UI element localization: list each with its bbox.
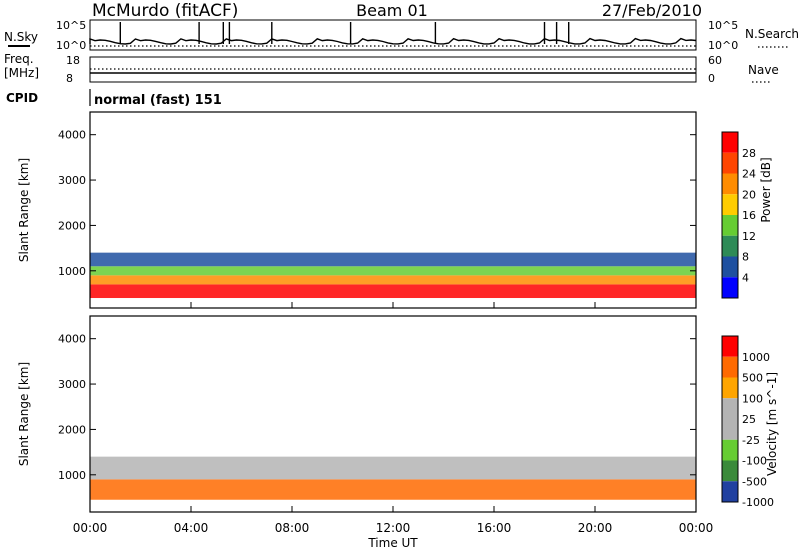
velocity-ylabel: Slant Range [km] [17,362,31,466]
colorbar-swatch [722,439,738,461]
power-ylabel: Slant Range [km] [17,158,31,262]
ytick-label: 1000 [58,265,86,278]
xtick-label: 12:00 [376,521,411,535]
colorbar-frame [721,131,739,299]
xtick-label: 20:00 [578,521,613,535]
colorbar-swatch [722,481,738,502]
colorbar-tick: -25 [742,434,760,447]
nsearch-tick-low: 10^0 [708,39,738,52]
colorbar-tick: 20 [742,188,756,201]
nsearch-tick-high: 10^5 [708,19,738,32]
nave-tick-low: 0 [708,72,715,85]
power-band-2 [90,266,696,276]
cpid-label: CPID [6,91,38,105]
ytick-label: 1000 [58,469,86,482]
nsky-spikes [119,22,570,44]
cpid-panel: CPID normal (fast) 151 [6,89,222,108]
ytick-label: 3000 [58,378,86,391]
velocity-band-0 [90,479,696,500]
nave-label: Nave [748,63,779,77]
beam-title: Beam 01 [356,1,428,20]
ytick-label: 2000 [58,219,86,232]
nsearch-label: N.Search [745,27,799,41]
nsky-label: N.Sky [4,30,38,44]
power-panel: 4000 3000 2000 1000 Slant Range [km] 28 24 20… [17,111,773,309]
xtick-label: 00:00 [73,521,108,535]
xtick-label: 04:00 [174,521,209,535]
colorbar-swatch [722,277,738,298]
colorbar-tick: -500 [742,475,767,488]
freq-tick-low: 8 [66,72,73,85]
colorbar-swatch [722,256,738,278]
colorbar-tick: 25 [742,413,756,426]
cpid-text: normal (fast) 151 [94,93,222,108]
power-band-1 [90,275,696,285]
nave-tick-high: 60 [708,54,722,67]
colorbar-tick: -100 [742,455,767,468]
colorbar-tick: 500 [742,372,763,385]
ytick-label: 3000 [58,174,86,187]
freq-panel: Freq. [MHz] 18 8 60 0 Nave [4,52,779,85]
colorbar-tick: 12 [742,230,756,243]
velocity-panel: 4000 3000 2000 1000 Slant Range [km] 1000 50… [17,315,779,513]
colorbar-swatch [722,194,738,215]
ytick-label: 4000 [58,333,86,346]
date-title: 27/Feb/2010 [602,1,702,20]
colorbar-tick: -1000 [742,496,774,509]
colorbar-swatch [722,132,738,153]
xtick-label: 16:00 [477,521,512,535]
freq-tick-high: 18 [66,54,80,67]
colorbar-tick: 4 [742,271,749,284]
xtick-label: 00:00 [679,521,714,535]
power-band-3 [90,252,696,267]
nsky-trace [89,37,697,45]
colorbar-swatch [722,235,738,257]
nsky-panel: N.Sky 10^5 10^0 N.Search 10^5 10^0 [4,19,799,52]
colorbar-swatch [722,336,738,357]
nsky-tick-low: 10^0 [56,39,86,52]
ytick-label: 2000 [58,423,86,436]
station-title: McMurdo (fitACF) [92,1,238,21]
freq-unit: [MHz] [4,66,39,80]
colorbar-swatch [722,215,738,236]
colorbar-tick: 1000 [742,351,770,364]
colorbar-swatch [722,356,738,378]
xtick-label: 08:00 [275,521,310,535]
colorbar-swatch [722,419,738,440]
colorbar-swatch [722,173,738,195]
nsky-tick-high: 10^5 [56,19,86,32]
colorbar-swatch [722,152,738,174]
colorbar-swatch [722,377,738,399]
colorbar-frame [721,335,739,503]
velocity-colorbar-label: Velocity [m s^-1] [765,372,779,476]
colorbar-tick: 100 [742,392,763,405]
x-axis-label: Time UT [367,536,418,550]
power-colorbar-label: Power [dB] [759,157,773,222]
colorbar-tick: 16 [742,209,756,222]
colorbar-tick: 8 [742,251,749,264]
freq-label: Freq. [4,52,34,66]
ytick-label: 4000 [58,129,86,142]
colorbar-swatch [722,398,738,419]
colorbar-tick: 24 [742,168,756,181]
velocity-band-1 [90,456,696,480]
colorbar-tick: 28 [742,147,756,160]
power-band-0 [90,284,696,299]
colorbar-swatch [722,460,738,482]
